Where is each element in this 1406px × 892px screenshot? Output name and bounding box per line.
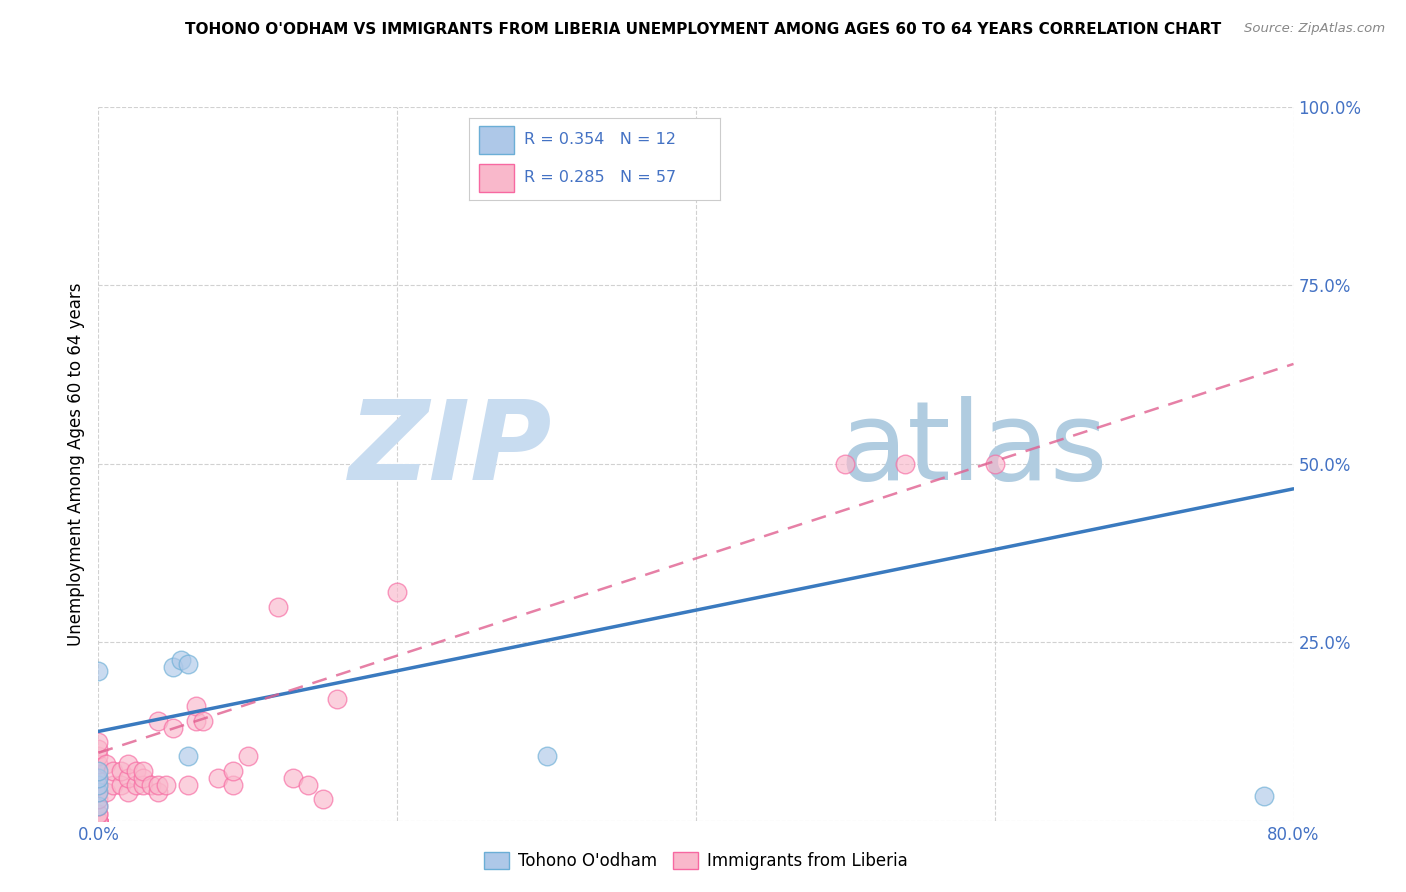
- Point: [87, 771, 110, 785]
- Point: [184, 699, 207, 714]
- Point: [162, 721, 184, 735]
- Point: [125, 778, 148, 792]
- Point: [94, 756, 117, 771]
- Point: [87, 778, 110, 792]
- Point: [222, 778, 245, 792]
- Text: R = 0.354   N = 12: R = 0.354 N = 12: [524, 132, 676, 147]
- Point: [87, 664, 110, 678]
- Point: [87, 785, 110, 799]
- Point: [148, 785, 170, 799]
- Text: ZIP: ZIP: [349, 396, 553, 503]
- Point: [385, 585, 409, 599]
- Point: [87, 778, 110, 792]
- Point: [110, 778, 132, 792]
- Point: [132, 771, 155, 785]
- Point: [87, 814, 110, 828]
- Point: [162, 660, 184, 674]
- Point: [87, 814, 110, 828]
- Point: [222, 764, 245, 778]
- Point: [311, 792, 333, 806]
- Text: TOHONO O'ODHAM VS IMMIGRANTS FROM LIBERIA UNEMPLOYMENT AMONG AGES 60 TO 64 YEARS: TOHONO O'ODHAM VS IMMIGRANTS FROM LIBERI…: [184, 22, 1222, 37]
- Point: [87, 814, 110, 828]
- Point: [87, 735, 110, 749]
- Point: [87, 792, 110, 806]
- Point: [267, 599, 290, 614]
- Point: [87, 814, 110, 828]
- Point: [148, 714, 170, 728]
- Point: [103, 778, 125, 792]
- Point: [87, 764, 110, 778]
- Point: [87, 785, 110, 799]
- Point: [983, 457, 1005, 471]
- Point: [191, 714, 214, 728]
- Y-axis label: Unemployment Among Ages 60 to 64 years: Unemployment Among Ages 60 to 64 years: [66, 282, 84, 646]
- Point: [536, 749, 558, 764]
- Point: [125, 764, 148, 778]
- Point: [326, 692, 349, 706]
- Point: [87, 764, 110, 778]
- Point: [87, 814, 110, 828]
- Point: [117, 785, 139, 799]
- Point: [87, 799, 110, 814]
- Point: [87, 806, 110, 821]
- Point: [87, 806, 110, 821]
- Point: [177, 657, 200, 671]
- Point: [103, 764, 125, 778]
- Point: [281, 771, 304, 785]
- Point: [1253, 789, 1275, 803]
- Point: [834, 457, 856, 471]
- Point: [132, 764, 155, 778]
- Point: [87, 756, 110, 771]
- Point: [132, 778, 155, 792]
- Point: [110, 764, 132, 778]
- Point: [169, 653, 191, 667]
- Point: [297, 778, 319, 792]
- Point: [87, 814, 110, 828]
- Point: [177, 778, 200, 792]
- Point: [177, 749, 200, 764]
- Point: [87, 771, 110, 785]
- Point: [894, 457, 917, 471]
- Point: [117, 756, 139, 771]
- Text: atlas: atlas: [839, 396, 1108, 503]
- Point: [87, 799, 110, 814]
- Point: [87, 814, 110, 828]
- Legend: Tohono O'odham, Immigrants from Liberia: Tohono O'odham, Immigrants from Liberia: [478, 845, 914, 877]
- Point: [139, 778, 162, 792]
- Point: [117, 771, 139, 785]
- Text: Source: ZipAtlas.com: Source: ZipAtlas.com: [1244, 22, 1385, 36]
- FancyBboxPatch shape: [479, 126, 515, 153]
- Point: [184, 714, 207, 728]
- Point: [155, 778, 177, 792]
- Point: [207, 771, 229, 785]
- FancyBboxPatch shape: [479, 164, 515, 192]
- Point: [236, 749, 259, 764]
- Point: [148, 778, 170, 792]
- Point: [94, 785, 117, 799]
- Point: [87, 742, 110, 756]
- Point: [87, 814, 110, 828]
- Point: [87, 749, 110, 764]
- Text: R = 0.285   N = 57: R = 0.285 N = 57: [524, 170, 676, 186]
